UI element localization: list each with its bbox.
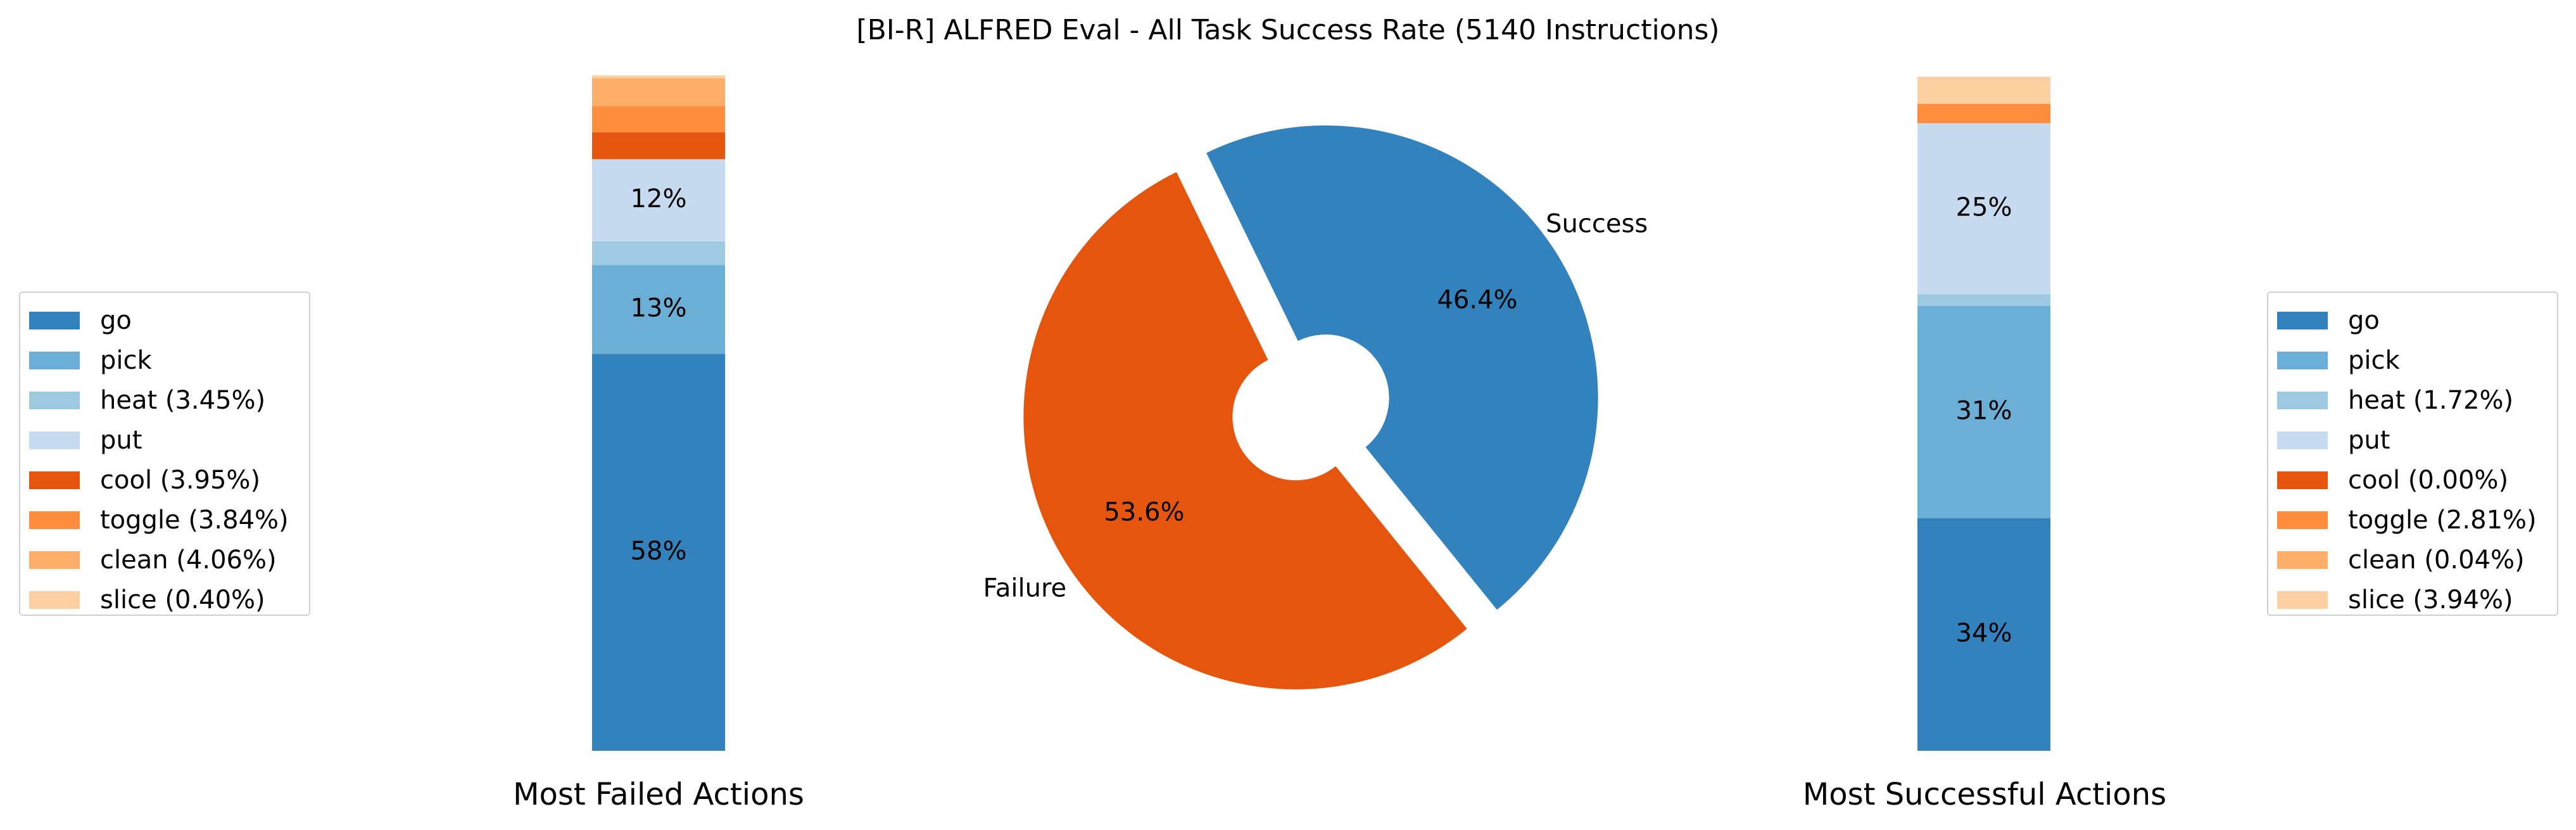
failed-legend-item-slice: slice (0.40%): [29, 580, 309, 620]
failed-bar-data-label-go: 58%: [631, 537, 687, 566]
legend-failed: go pick heat (3.45%) put cool (3.95%) toggle …: [19, 291, 310, 616]
failed-bar-data-label-put: 12%: [631, 184, 687, 214]
failed-legend-item-cool: cool (3.95%): [29, 460, 309, 500]
success-legend-label-cool: cool (0.00%): [2348, 465, 2509, 495]
failed-legend-label-clean: clean (4.06%): [100, 545, 277, 575]
failed-bar-segment-toggle: [592, 106, 725, 132]
failed-bar-segment-slice: [592, 75, 725, 79]
success-legend-swatch-toggle: [2277, 511, 2328, 529]
success-legend-label-toggle: toggle (2.81%): [2348, 505, 2537, 535]
failed-legend-swatch-toggle: [29, 511, 80, 529]
pie-slice-success: [1206, 125, 1598, 610]
failed-legend-label-heat: heat (3.45%): [100, 385, 266, 415]
failed-legend-item-clean: clean (4.06%): [29, 540, 309, 580]
failed-legend-swatch-clean: [29, 551, 80, 569]
failed-legend-swatch-cool: [29, 471, 80, 489]
failed-legend-label-put: put: [100, 425, 142, 455]
success-legend-label-clean: clean (0.04%): [2348, 545, 2525, 575]
success-bar-data-label-put: 25%: [1956, 193, 2012, 222]
success-legend-label-pick: pick: [2348, 345, 2400, 375]
failed-legend-item-pick: pick: [29, 340, 309, 380]
success-bar-segment-heat: [1917, 294, 2050, 306]
successful-actions-xlabel: Most Successful Actions: [1802, 777, 2167, 812]
pie-label-failure: Failure: [983, 574, 1067, 603]
failed-legend-label-toggle: toggle (3.84%): [100, 505, 289, 535]
success-legend-item-slice: slice (3.94%): [2277, 580, 2557, 620]
pie-label-success: Success: [1546, 209, 1648, 238]
success-legend-label-slice: slice (3.94%): [2348, 585, 2513, 615]
failed-legend-item-toggle: toggle (3.84%): [29, 500, 309, 540]
failed-bar-data-label-pick: 13%: [631, 293, 687, 322]
failed-legend-swatch-heat: [29, 391, 80, 409]
failed-bar-segment-pick: [592, 265, 725, 354]
pie-percent-failure: 53.6%: [1104, 497, 1184, 527]
success-legend-item-pick: pick: [2277, 340, 2557, 380]
failed-legend-swatch-pick: [29, 351, 80, 369]
success-bar-segment-pick: [1917, 306, 2050, 518]
failed-bar-segment-heat: [592, 241, 725, 265]
success-bar-data-label-pick: 31%: [1956, 396, 2012, 425]
success-legend-label-go: go: [2348, 305, 2380, 335]
failed-actions-xlabel: Most Failed Actions: [513, 777, 804, 812]
success-bar-data-label-go: 34%: [1956, 618, 2012, 648]
failed-bar-segment-clean: [592, 78, 725, 106]
success-legend-label-heat: heat (1.72%): [2348, 385, 2514, 415]
failed-legend-item-go: go: [29, 300, 309, 340]
pie-percent-success: 46.4%: [1437, 286, 1517, 315]
legend-successful: go pick heat (1.72%) put cool (0.00%) toggle …: [2267, 291, 2558, 616]
success-legend-swatch-cool: [2277, 471, 2328, 489]
success-legend-item-toggle: toggle (2.81%): [2277, 500, 2557, 540]
success-legend-swatch-heat: [2277, 391, 2328, 409]
success-legend-item-clean: clean (0.04%): [2277, 540, 2557, 580]
success-bar-segment-slice: [1917, 77, 2050, 104]
success-legend-label-put: put: [2348, 425, 2390, 455]
failed-bar-segment-cool: [592, 132, 725, 160]
failed-legend-item-heat: heat (3.45%): [29, 380, 309, 420]
failed-legend-swatch-slice: [29, 591, 80, 609]
failed-legend-label-go: go: [100, 305, 132, 335]
failed-legend-label-pick: pick: [100, 345, 152, 375]
success-bar-segment-toggle: [1917, 104, 2050, 124]
success-legend-swatch-clean: [2277, 551, 2328, 569]
success-legend-swatch-put: [2277, 431, 2328, 449]
success-legend-swatch-pick: [2277, 351, 2328, 369]
failed-legend-label-cool: cool (3.95%): [100, 465, 261, 495]
failed-legend-label-slice: slice (0.40%): [100, 585, 265, 615]
failed-legend-swatch-put: [29, 431, 80, 449]
success-legend-swatch-go: [2277, 311, 2328, 329]
chart-title: [BI-R] ALFRED Eval - All Task Success Ra…: [856, 14, 1720, 46]
failed-legend-swatch-go: [29, 311, 80, 329]
failed-legend-item-put: put: [29, 420, 309, 460]
success-bar-segment-go: [1917, 518, 2050, 751]
pie-slice-failure: [1023, 172, 1467, 690]
success-legend-item-heat: heat (1.72%): [2277, 380, 2557, 420]
failed-bar-segment-put: [592, 159, 725, 241]
success-legend-item-put: put: [2277, 420, 2557, 460]
failed-bar-segment-go: [592, 354, 725, 751]
success-bar-segment-put: [1917, 123, 2050, 295]
success-legend-item-cool: cool (0.00%): [2277, 460, 2557, 500]
success-legend-item-go: go: [2277, 300, 2557, 340]
success-legend-swatch-slice: [2277, 591, 2328, 609]
